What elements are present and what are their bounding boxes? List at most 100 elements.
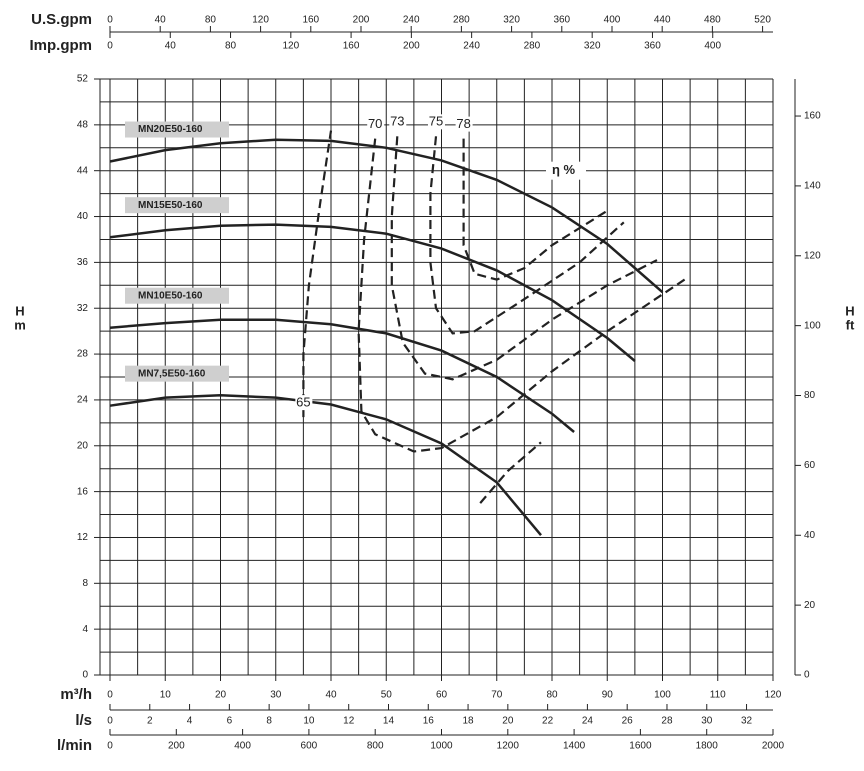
axis-title: Imp.gpm [30,37,93,54]
pump-label-box [125,365,229,382]
axis-tick-label: 20 [502,716,514,727]
y-tick-label: 28 [77,349,89,360]
axis-tick-label: 0 [107,15,113,26]
y-axis-title: H [15,303,24,318]
axis-tick-label: 0 [107,741,113,752]
efficiency-label: 78 [456,116,470,131]
pump-curve [109,223,636,362]
x-tick-label: 90 [602,690,614,701]
y-tick-label: 12 [77,532,89,543]
x-tick-label: 30 [270,690,282,701]
x-tick-label: 60 [436,690,448,701]
axis-tick-label: 400 [234,741,251,752]
y-tick-label: 4 [82,624,88,635]
efficiency-curve [390,136,658,381]
axis-tick-label: 30 [701,716,713,727]
efficiency-label: 70 [368,116,382,131]
pump-label-box [125,197,229,214]
axis-tick-label: 1400 [563,741,586,752]
axis-tick-label: 1600 [629,741,652,752]
axis-tick-label: 14 [383,716,395,727]
axis-tick-label: 160 [343,41,360,52]
axis-tick-label: 400 [704,41,721,52]
axis-tick-label: 2000 [762,741,785,752]
pump-label-text: MN20E50-160 [138,124,203,135]
axis-tick-label: 80 [205,15,217,26]
axis-tick-label: 280 [524,41,541,52]
x-tick-label: 20 [215,690,227,701]
axis-tick-label: 40 [165,41,177,52]
x-tick-label: 40 [325,690,337,701]
y2-tick-label: 0 [804,670,810,681]
axis-tick-label: 0 [107,41,113,52]
axis-tick-label: 40 [155,15,167,26]
y2-tick-label: 60 [804,460,816,471]
axis-tick-label: 2 [147,716,153,727]
y-axis-title: m [14,317,26,332]
axis-tick-label: 1800 [696,741,719,752]
pump-label-box [125,287,229,304]
x-tick-label: 80 [546,690,558,701]
pump-label-box [125,121,229,138]
axis-tick-label: 360 [553,15,570,26]
y2-tick-label: 80 [804,390,816,401]
pump-label: MN7,5E50-160 [125,365,229,382]
axis-tick-label: 440 [654,15,671,26]
pump-label-text: MN10E50-160 [138,290,203,301]
axis-tick-label: 360 [644,41,661,52]
efficiency-label: 73 [390,114,404,129]
efficiency-label: 75 [429,114,443,129]
y-tick-label: 36 [77,257,89,268]
axis-tick-label: 80 [225,41,237,52]
axis-tick-label: 24 [582,716,594,727]
axis-tick-label: 600 [301,741,318,752]
pump-label-text: MN7,5E50-160 [138,368,206,379]
axis-tick-label: 26 [622,716,634,727]
pump-label: MN20E50-160 [125,121,229,138]
y2-axis-title: H [845,303,854,318]
axis-title: U.S.gpm [31,11,92,28]
pump-label: MN10E50-160 [125,287,229,304]
axis-tick-label: 240 [463,41,480,52]
axis-tick-label: 280 [453,15,470,26]
x-tick-label: 120 [765,690,782,701]
x-tick-label: 50 [381,690,393,701]
axis-tick-label: 400 [604,15,621,26]
pump-label: MN15E50-160 [125,197,229,214]
efficiency-label: 65 [296,395,310,410]
efficiency-label-bg [367,116,385,132]
y-tick-label: 40 [77,211,89,222]
y2-tick-label: 140 [804,181,821,192]
efficiency-curve [462,138,608,281]
axis-tick-label: 240 [403,15,420,26]
y2-tick-label: 120 [804,250,821,261]
pump-curve [109,394,542,537]
x-tick-label: 110 [710,690,726,701]
pump-curve [109,138,664,294]
axis-tick-label: 28 [661,716,673,727]
y-tick-label: 20 [77,440,89,451]
axis-tick-label: 200 [168,741,185,752]
axis-tick-label: 12 [343,716,355,727]
efficiency-label-bg [427,114,445,130]
axis-title: l/s [75,712,92,729]
efficiency-label-bg [389,114,407,130]
axis-tick-label: 16 [423,716,435,727]
x-tick-label: 0 [107,690,113,701]
efficiency-curve [302,130,542,504]
axis-tick-label: 320 [503,15,520,26]
axis-tick-label: 120 [282,41,299,52]
y-tick-label: 8 [82,578,88,589]
axis-tick-label: 1000 [430,741,453,752]
pump-label-text: MN15E50-160 [138,200,203,211]
x-tick-label: 10 [160,690,172,701]
axis-tick-label: 480 [704,15,721,26]
y-tick-label: 32 [77,303,89,314]
axis-tick-label: 120 [252,15,269,26]
axis-tick-label: 160 [302,15,319,26]
axis-tick-label: 18 [462,716,474,727]
axis-tick-label: 200 [353,15,370,26]
y2-axis-title: ft [846,317,855,332]
y2-tick-label: 160 [804,111,821,122]
